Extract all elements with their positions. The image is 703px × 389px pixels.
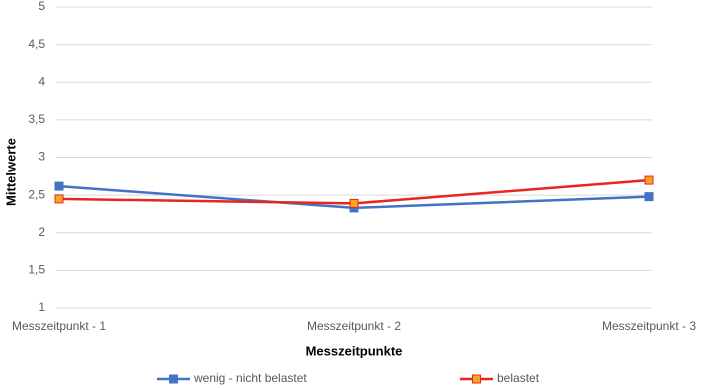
point-marker: [644, 192, 654, 202]
y-axis-title: Mittelwerte: [3, 138, 18, 206]
y-tick-label: 4,5: [28, 37, 45, 51]
y-tick-label: 1,5: [28, 263, 45, 277]
point-marker: [54, 181, 64, 191]
y-tick-label: 3,5: [28, 112, 45, 126]
legend-marker: [169, 374, 178, 384]
x-tick-label: Messzeitpunkt - 3: [602, 319, 696, 333]
legend-label: wenig - nicht belastet: [193, 371, 307, 385]
x-tick-label: Messzeitpunkt - 1: [12, 319, 106, 333]
y-tick-label: 2,5: [28, 187, 45, 201]
y-tick-label: 3: [38, 150, 45, 164]
y-tick-label: 2: [38, 225, 45, 239]
x-axis-title: Messzeitpunkte: [306, 343, 403, 358]
point-marker: [54, 194, 64, 204]
x-tick-label: Messzeitpunkt - 2: [307, 319, 401, 333]
point-marker: [644, 175, 654, 185]
y-tick-label: 1: [38, 300, 45, 314]
legend-marker: [472, 374, 481, 384]
y-tick-label: 4: [38, 74, 45, 88]
legend-label: belastet: [497, 371, 540, 385]
y-tick-label: 5: [38, 0, 45, 13]
point-marker: [349, 198, 359, 208]
